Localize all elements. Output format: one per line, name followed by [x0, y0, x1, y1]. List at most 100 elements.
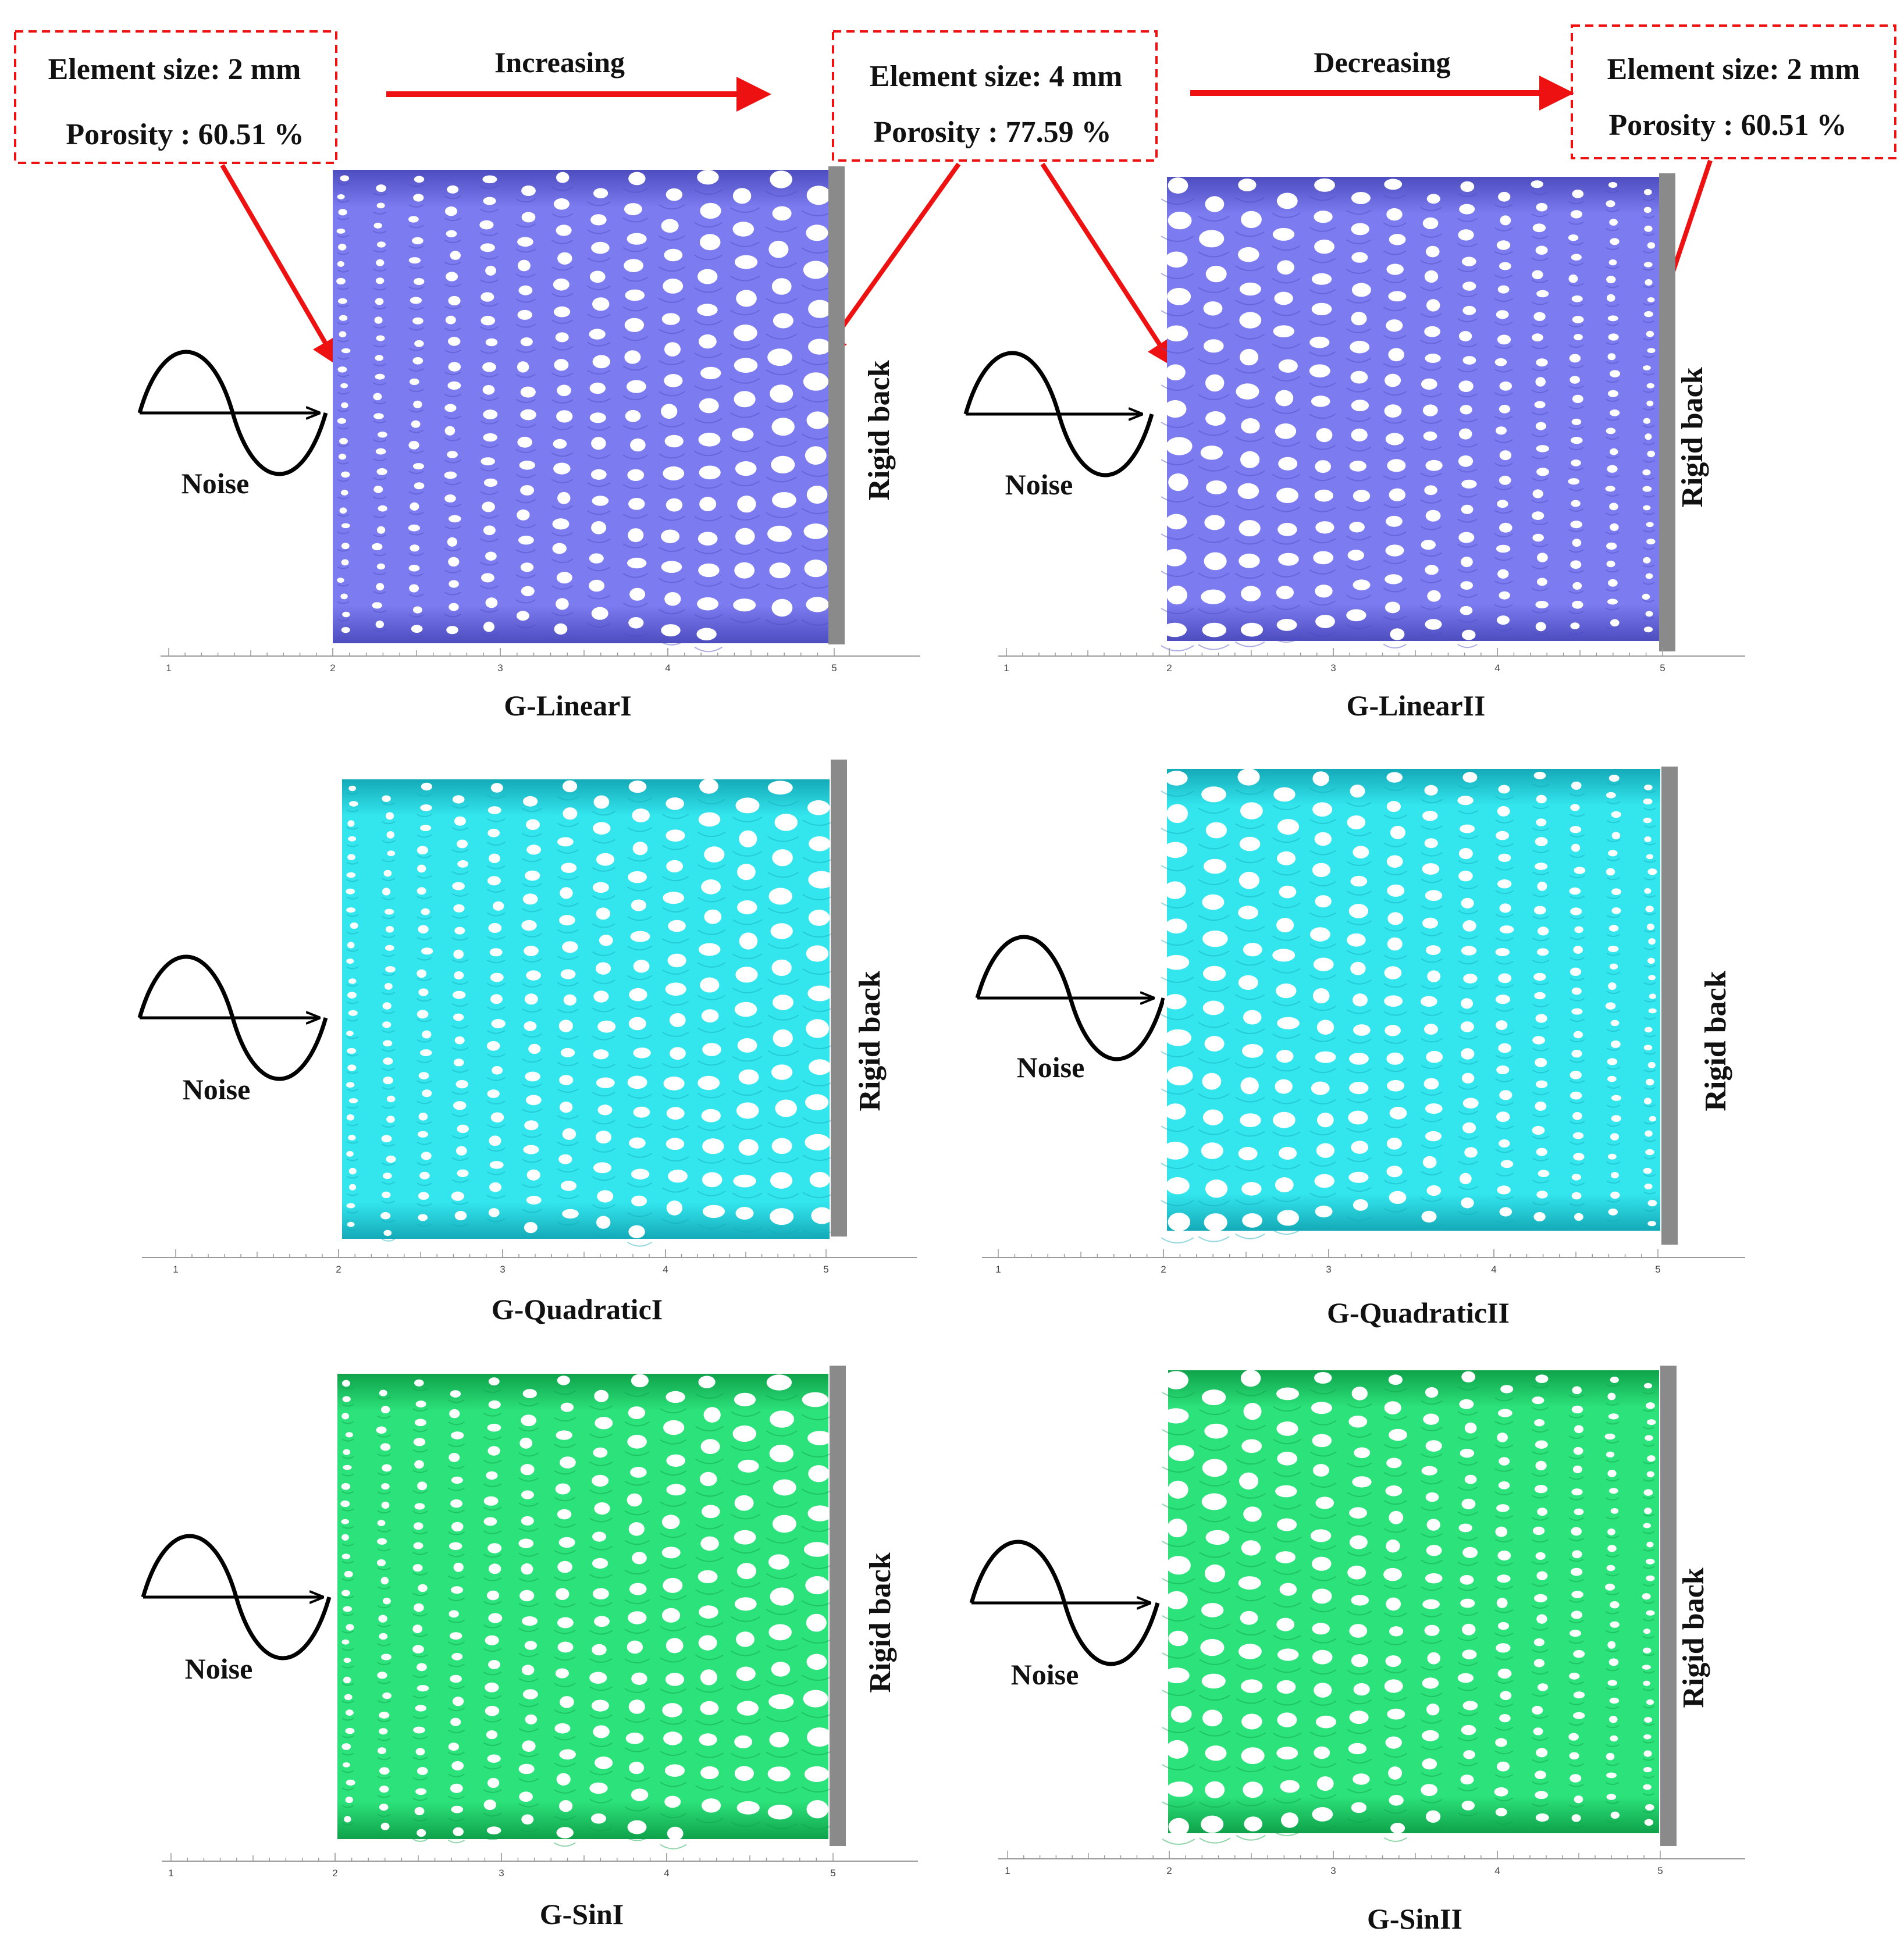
- pore: [1460, 181, 1475, 193]
- strut-shade: [1236, 1459, 1266, 1465]
- ruler-tick-label: 2: [1166, 662, 1172, 674]
- pore: [1313, 551, 1334, 565]
- pore: [700, 1669, 717, 1686]
- pore: [525, 1714, 538, 1724]
- pore: [1423, 1413, 1439, 1425]
- pore: [1644, 189, 1652, 195]
- pore: [556, 410, 573, 423]
- strut-shade: [1161, 236, 1194, 242]
- pore: [1644, 1382, 1652, 1389]
- strut-shade: [483, 1506, 502, 1511]
- pore: [633, 1047, 651, 1059]
- strut-shade: [1642, 337, 1655, 341]
- pore: [1572, 1465, 1582, 1473]
- strut-shade: [1235, 823, 1265, 829]
- pore: [699, 398, 719, 414]
- strut-shade: [483, 1671, 502, 1676]
- strut-shade: [1643, 1191, 1656, 1195]
- strut-shade: [1642, 233, 1655, 236]
- pore: [1606, 1772, 1617, 1779]
- strut-shade: [1606, 1085, 1621, 1089]
- pore: [1237, 483, 1259, 500]
- pore: [555, 1483, 571, 1495]
- strut-shade: [730, 1445, 761, 1451]
- strut-shade: [1643, 999, 1656, 1003]
- pore: [1163, 842, 1188, 858]
- pore: [806, 1800, 829, 1819]
- pore: [589, 1782, 608, 1794]
- strut-shade: [551, 452, 574, 457]
- strut-shade: [1568, 1640, 1584, 1644]
- pore: [803, 1690, 828, 1708]
- strut-shade: [1568, 1476, 1584, 1480]
- strut-shade: [1569, 1141, 1585, 1145]
- strut-shade: [381, 992, 396, 995]
- strut-shade: [1383, 870, 1407, 875]
- pore: [1240, 451, 1260, 468]
- strut-shade: [1569, 834, 1585, 838]
- pore: [593, 1049, 609, 1060]
- pore: [628, 1699, 645, 1714]
- strut-shade: [1162, 1652, 1195, 1659]
- strut-shade: [1421, 1480, 1443, 1485]
- strut-shade: [1458, 960, 1479, 965]
- strut-shade: [1421, 1772, 1443, 1777]
- strut-shade: [557, 1115, 579, 1120]
- strut-shade: [480, 467, 499, 472]
- strut-shade: [1161, 865, 1194, 871]
- strut-shade: [377, 1529, 391, 1533]
- pore: [1534, 401, 1546, 408]
- strut-shade: [589, 1714, 613, 1719]
- noise-label: Noise: [185, 1652, 253, 1685]
- pore: [417, 887, 426, 895]
- strut-shade: [1272, 604, 1301, 610]
- pore: [661, 404, 678, 419]
- pore: [563, 994, 576, 1006]
- strut-shade: [1309, 974, 1336, 980]
- strut-shade: [1273, 1700, 1301, 1706]
- pore: [1168, 1213, 1191, 1231]
- pore: [1243, 1781, 1264, 1798]
- strut-shade: [408, 573, 424, 577]
- strut-shade: [337, 444, 350, 447]
- pore: [1571, 1527, 1582, 1536]
- strut-shade: [341, 1822, 354, 1826]
- pore: [526, 819, 540, 831]
- pore: [1643, 1629, 1651, 1634]
- pore: [624, 318, 645, 332]
- pore: [699, 334, 717, 349]
- strut-shade: [587, 341, 611, 347]
- strut-shade: [412, 1469, 428, 1473]
- strut-shade: [1606, 1497, 1620, 1501]
- pore: [809, 1172, 830, 1188]
- strut-shade: [1383, 1095, 1407, 1100]
- pore: [1351, 1595, 1369, 1606]
- strut-shade: [658, 609, 685, 615]
- pore: [558, 1154, 572, 1164]
- strut-shade: [766, 1430, 798, 1437]
- strut-shade: [557, 822, 579, 828]
- pore: [385, 926, 394, 933]
- strut-shade: [1494, 533, 1513, 537]
- pore: [483, 1517, 497, 1526]
- strut-shade: [518, 1753, 539, 1758]
- strut-shade: [1532, 783, 1550, 788]
- pore: [343, 1762, 350, 1768]
- pore: [417, 864, 426, 873]
- pore: [1610, 1601, 1620, 1609]
- strut-shade: [515, 499, 536, 504]
- strut-shade: [1162, 1801, 1195, 1808]
- pore: [1645, 1130, 1653, 1137]
- strut-shade: [381, 953, 396, 957]
- pore: [632, 808, 650, 822]
- strut-shade: [1643, 1034, 1656, 1038]
- pore: [1312, 802, 1333, 817]
- strut-shade: [1606, 1142, 1621, 1146]
- strut-shade: [377, 1662, 391, 1666]
- pore: [1461, 1371, 1476, 1382]
- pore: [738, 1459, 759, 1473]
- pore: [517, 509, 530, 521]
- pore: [1609, 963, 1618, 970]
- strut-shade: [337, 409, 350, 412]
- pore: [803, 1542, 831, 1557]
